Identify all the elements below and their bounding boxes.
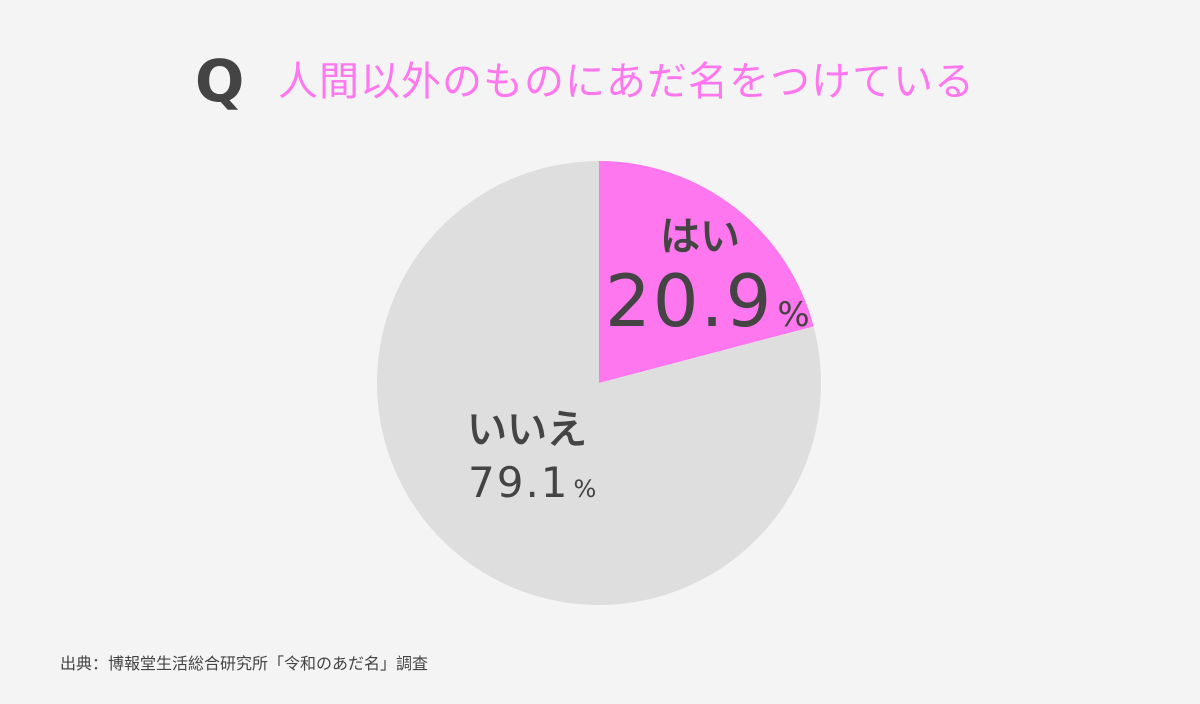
- source-note: 出典：博報堂生活総合研究所「令和のあだ名」調査: [60, 654, 429, 673]
- slice-label: いいえ: [467, 407, 587, 453]
- chart-title: 人間以外のものにあだ名をつけている: [278, 59, 975, 105]
- question-mark: Q: [195, 47, 245, 115]
- pie-slice-no: [377, 161, 821, 606]
- slice-label: はい: [660, 214, 740, 260]
- pie-slice-yes: [599, 161, 814, 383]
